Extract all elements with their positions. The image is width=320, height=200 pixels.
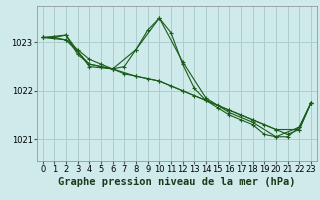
X-axis label: Graphe pression niveau de la mer (hPa): Graphe pression niveau de la mer (hPa) [58,177,296,187]
